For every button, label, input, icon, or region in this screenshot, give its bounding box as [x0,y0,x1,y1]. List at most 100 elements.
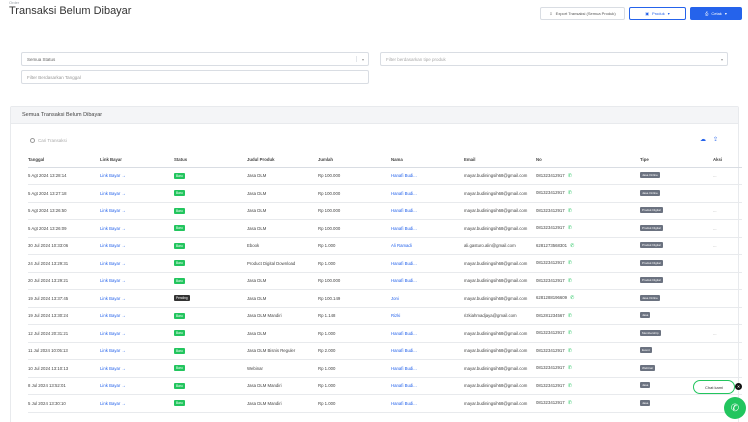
table-row: 24 Jul 2024 13:29:31 Link Bayar → Baru Prod… [28,254,742,273]
transaction-date: 5 Jul 2024 13:30:10 [28,400,66,406]
table-cell: Ebook [247,237,318,255]
whatsapp-icon[interactable]: ✆ [567,190,572,197]
table-cell: Hanafi Budi... [391,219,464,238]
payment-link[interactable]: Link Bayar → [100,295,126,301]
amount: Rp 100.000 [318,278,341,284]
payment-link[interactable]: Link Bayar → [100,243,126,249]
whatsapp-icon[interactable]: ✆ [570,242,575,249]
column-header: Jumlah [318,153,391,168]
whatsapp-icon[interactable]: ✆ [567,207,572,214]
cloud-download-icon[interactable]: ☁ [699,137,706,143]
whatsapp-icon[interactable]: ✆ [567,312,572,319]
export-transactions-button[interactable]: ⇩ Export Transaksi (Semua Produk) [540,7,625,20]
payment-link[interactable]: Link Bayar → [100,260,126,266]
column-header: Tanggal [28,153,100,168]
table-cell: Link Bayar → [100,324,174,343]
payment-link[interactable]: Link Bayar → [100,208,126,214]
amount: Rp 1.000 [318,260,336,266]
transaction-date: 19 Jul 2024 13:30:24 [28,313,69,319]
payment-link[interactable]: Link Bayar → [100,278,126,284]
whatsapp-icon[interactable]: ✆ [724,397,746,419]
customer-name[interactable]: Hanafi Budi... [391,348,417,354]
table-cell: ... [713,324,742,343]
payment-link[interactable]: Link Bayar → [100,173,126,179]
table-cell: Baru [174,167,247,185]
column-header: Aksi [713,153,742,168]
table-cell: Jasa [640,307,713,325]
payment-link[interactable]: Link Bayar → [100,383,126,389]
customer-phone: 081323412917 [536,365,565,371]
whatsapp-icon[interactable]: ✆ [567,382,572,389]
whatsapp-icon[interactable]: ✆ [567,172,572,179]
export-icon: ⇩ [549,11,553,16]
table-cell: Hanafi Budi... [391,272,464,290]
transaction-search-input[interactable]: Cari Transaksi [30,135,100,145]
product-type-badge: Jasa Online [640,294,660,301]
customer-name[interactable]: Hanafi Budi... [391,225,417,231]
customer-name[interactable]: Hanafi Budi... [391,278,417,284]
table-cell: Produk Digital [640,237,713,255]
customer-name[interactable]: Joni [391,295,399,301]
table-cell: Baru [174,307,247,325]
product-type-badge: Produk Digital [640,242,663,249]
customer-name[interactable]: Hanafi Budi... [391,330,417,336]
table-cell: ... [713,202,742,220]
row-actions[interactable]: ... [713,330,717,336]
table-row: 5 Jul 2024 13:30:10 Link Bayar → Baru Jasa … [28,394,742,413]
chat-support-button[interactable]: Chat kami [693,380,735,394]
whatsapp-icon[interactable]: ✆ [570,295,575,302]
row-actions[interactable]: ... [713,208,717,214]
payment-link[interactable]: Link Bayar → [100,365,126,371]
table-cell: Jasa DLM Mandiri [247,307,318,325]
customer-name[interactable]: Hanafi Budi... [391,208,417,214]
status-filter-select[interactable]: Semua Status ▾ [21,52,369,66]
product-type-filter-select[interactable]: Filter berdasarkan tipe produk ▾ [380,52,728,66]
status-badge: Baru [174,382,185,389]
customer-name[interactable]: Ali Ramadi [391,243,412,249]
amount: Rp 100.000 [318,208,341,214]
customer-email: mayar.budiningsih68@gmail.com [464,190,528,196]
whatsapp-icon[interactable]: ✆ [567,330,572,337]
table-cell: 081323412917 ✆ [536,359,640,378]
payment-link[interactable]: Link Bayar → [100,190,126,196]
card-title: Semua Transaksi Belum Dibayar [11,107,738,124]
customer-name[interactable]: Hanafi Budi... [391,190,417,196]
upload-icon[interactable]: ⇪ [712,137,718,143]
whatsapp-icon[interactable]: ✆ [567,260,572,267]
table-cell: 081323412917 ✆ [536,377,640,395]
payment-link[interactable]: Link Bayar → [100,225,126,231]
table-cell [713,359,742,378]
row-actions[interactable]: ... [713,225,717,231]
customer-name[interactable]: Hanafi Budi... [391,260,417,266]
row-actions[interactable]: ... [713,173,717,179]
table-cell: Jasa [640,394,713,413]
close-icon[interactable]: ✕ [735,383,742,390]
whatsapp-icon[interactable]: ✆ [567,347,572,354]
table-cell: Jasa Online [640,289,713,308]
customer-name[interactable]: Rizki [391,313,401,319]
whatsapp-icon[interactable]: ✆ [567,400,572,407]
customer-name[interactable]: Hanafi Budi... [391,400,417,406]
transaction-date: 5 Agt 2024 13:26:50 [28,208,67,214]
table-cell: Hanafi Budi... [391,184,464,203]
print-dropdown-button[interactable]: ⎙ Cetak ▾ [690,7,742,20]
payment-link[interactable]: Link Bayar → [100,400,126,406]
whatsapp-icon[interactable]: ✆ [567,365,572,372]
table-cell: Ali Ramadi [391,237,464,255]
customer-name[interactable]: Hanafi Budi... [391,365,417,371]
customer-name[interactable]: Hanafi Budi... [391,383,417,389]
table-cell: 081323412917 ✆ [536,272,640,290]
payment-link[interactable]: Link Bayar → [100,313,126,319]
whatsapp-icon[interactable]: ✆ [567,225,572,232]
row-actions[interactable]: ... [713,243,717,249]
customer-name[interactable]: Hanafi Budi... [391,173,417,179]
table-cell: 081323412917 ✆ [536,202,640,220]
table-cell: Produk Digital [640,254,713,273]
date-filter-input[interactable]: Filter Berdasarkan Tanggal [21,70,369,84]
payment-link[interactable]: Link Bayar → [100,330,126,336]
whatsapp-icon[interactable]: ✆ [567,277,572,284]
payment-link[interactable]: Link Bayar → [100,348,126,354]
product-label: Produk [652,11,665,16]
table-cell: Rp 100.000 [318,272,391,290]
product-dropdown-button[interactable]: ▣ Produk ▾ [629,7,686,20]
